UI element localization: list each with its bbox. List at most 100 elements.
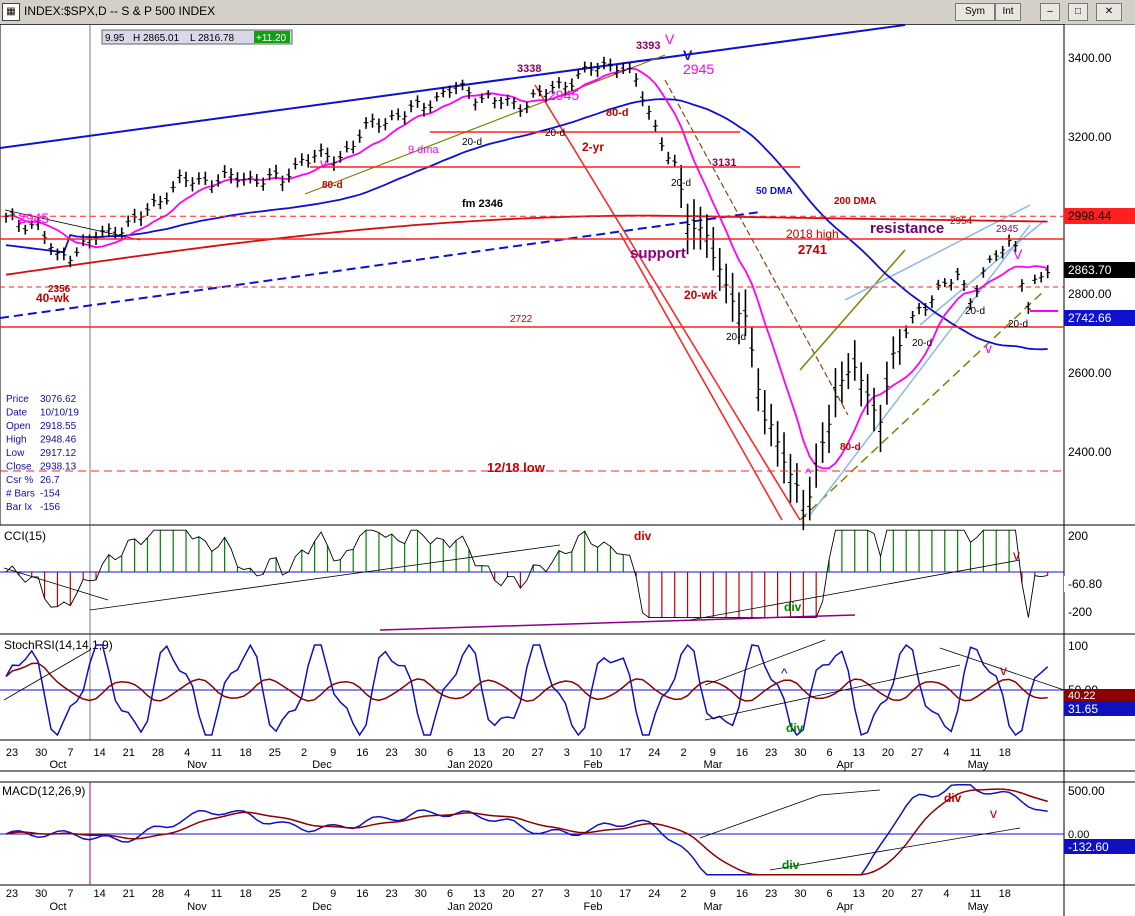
price-bar [768, 403, 774, 447]
price-bar [678, 164, 684, 209]
price-bar [672, 154, 678, 167]
price-bar [106, 223, 112, 237]
annotation-label: 200 DMA [834, 196, 876, 207]
x-tick-label: 23 [385, 747, 397, 759]
macd-last-value: -132.60 [1068, 840, 1109, 854]
price-bar [254, 174, 260, 187]
price-bar [447, 85, 453, 98]
price-bar [993, 250, 999, 261]
stoch-last-value-1: 40.22 [1068, 690, 1096, 702]
price-label: 2600.00 [1068, 366, 1112, 380]
x-tick-label: 23 [6, 888, 18, 900]
x-tick-label: 4 [943, 888, 949, 900]
price-bar [331, 156, 337, 171]
x-tick-label: 30 [35, 747, 47, 759]
x-tick-label: 18 [999, 888, 1011, 900]
price-bar [99, 225, 105, 238]
x-tick-label: 27 [911, 888, 923, 900]
price-label: 2742.66 [1068, 311, 1112, 325]
price-bar [762, 390, 768, 435]
info-value: 2948.46 [40, 435, 77, 446]
price-bar [260, 177, 266, 191]
price-label: 3200.00 [1068, 130, 1112, 144]
price-bar [357, 129, 363, 143]
macd-trendline [699, 794, 821, 839]
price-bar [858, 362, 864, 407]
symbol-button[interactable]: Sym [955, 3, 995, 21]
price-bar [305, 154, 311, 168]
stoch-line [5, 643, 1049, 737]
x-month-label: Feb [584, 901, 603, 913]
x-tick-label: 23 [765, 747, 777, 759]
annotation-label: 2954 [950, 216, 973, 227]
price-bar [517, 104, 523, 117]
price-bar [1013, 240, 1019, 253]
price-bar [717, 247, 723, 292]
info-value: 10/10/19 [40, 408, 79, 419]
x-month-label: May [968, 901, 989, 913]
macd-annotation: v [990, 805, 997, 821]
annotation-label: 80-d [322, 180, 343, 191]
info-key: Open [6, 421, 30, 432]
panel-frames [0, 24, 1135, 916]
horizontal-levels [0, 131, 1064, 472]
cci-last-value: -60.80 [1068, 577, 1102, 591]
price-bar [704, 214, 710, 258]
stoch-tick: 100 [1068, 639, 1088, 653]
price-bar [1038, 272, 1044, 283]
price-bar [556, 77, 562, 89]
price-bar [472, 98, 478, 111]
price-bar [820, 422, 826, 463]
x-tick-label: 2 [301, 888, 307, 900]
price-bar [177, 169, 183, 184]
price-bar [537, 85, 543, 97]
price-bar [627, 62, 633, 74]
quote-low: L 2816.78 [190, 33, 235, 44]
price-bar [826, 404, 832, 453]
price-bar [530, 89, 536, 98]
close-icon[interactable]: ✕ [1096, 3, 1122, 21]
info-value: 2918.55 [40, 421, 77, 432]
price-bar [61, 247, 67, 261]
x-tick-label: 7 [67, 747, 73, 759]
annotation-label: 20-d [671, 178, 691, 189]
annotation-label: 80-d [606, 107, 629, 119]
price-bar [749, 326, 755, 368]
price-bar [292, 157, 298, 170]
price-bar [164, 192, 170, 205]
light-blue-channel-1 [809, 224, 1031, 516]
x-tick-label: 4 [943, 747, 949, 759]
minimize-icon[interactable]: – [1040, 3, 1060, 21]
interval-button[interactable]: Int [995, 3, 1021, 21]
price-bar [112, 226, 118, 240]
price-bar [234, 172, 240, 188]
macd-tick: 500.00 [1068, 784, 1105, 798]
price-bar [67, 255, 73, 268]
x-tick-label: 17 [619, 888, 631, 900]
olive-dashed-line [799, 289, 1046, 521]
price-bar [170, 181, 176, 193]
price-bar [485, 90, 491, 99]
x-tick-label: 20 [882, 888, 894, 900]
price-bar [839, 361, 845, 404]
price-bar [16, 220, 22, 232]
price-bar [710, 227, 716, 271]
price-label-bg [1064, 310, 1135, 326]
price-bar [54, 248, 60, 261]
app-icon: ▦ [2, 3, 20, 21]
quote-strip: 9.95 H 2865.01 L 2816.78 +11.20 [101, 29, 293, 45]
price-bar [273, 164, 279, 180]
stoch-annotation: ^ [781, 665, 788, 681]
cci-tick: -200 [1068, 605, 1092, 619]
annotation-label: ^ [805, 465, 812, 481]
price-bar [286, 168, 292, 183]
price-bar [794, 463, 800, 503]
maximize-icon[interactable]: □ [1068, 3, 1088, 21]
cci-panel: CCI(15) 200 -200 -60.80 div div v [0, 529, 1135, 631]
x-tick-label: 21 [123, 888, 135, 900]
price-bar [640, 91, 646, 107]
x-tick-label: 13 [473, 747, 485, 759]
price-bar [524, 102, 530, 114]
light-blue-channel-3 [919, 219, 1046, 326]
macd-annotation: div [782, 858, 800, 872]
